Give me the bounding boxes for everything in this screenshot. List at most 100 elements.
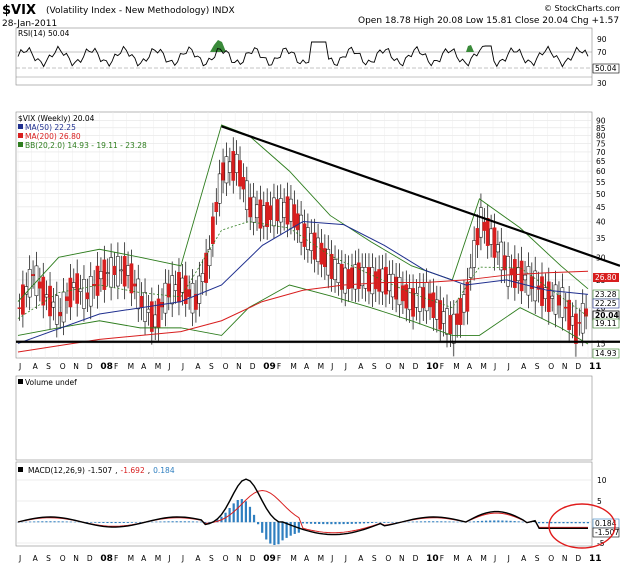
macd-hist-bar	[240, 499, 243, 523]
candle-body	[295, 213, 300, 231]
macd-hist-bar	[326, 522, 329, 525]
x-axis-label: A	[33, 362, 39, 371]
price-candle	[21, 270, 25, 328]
volume-panel: Volume undef	[15, 375, 593, 461]
macd-hist-bar	[436, 521, 439, 523]
price-tick-label: 80	[596, 131, 606, 140]
price-tick-label: 85	[596, 124, 606, 133]
candle-body	[214, 201, 219, 212]
candle-body	[153, 314, 158, 328]
x-axis-label: S	[46, 554, 51, 563]
macd-hist-bar	[517, 521, 520, 523]
macd-hist-bar	[570, 522, 573, 524]
macd-hist-bar	[371, 522, 374, 523]
price-x-axis: J A S O N D 08 F M A M J J A S O N D 09 F M A M J J A S O N D 10 F M A M J J…	[18, 362, 602, 372]
macd-hist-bar	[65, 521, 68, 523]
candle-body	[31, 274, 35, 276]
rsi-panel: RSI(14) 50.04 90 70 30 50.04	[15, 27, 620, 88]
candle-body	[82, 279, 86, 309]
x-axis-label: D	[250, 554, 256, 563]
macd-hist-bar	[187, 521, 190, 523]
volume-label: Volume undef	[25, 378, 77, 387]
candle-body	[424, 282, 429, 312]
macd-hist-bar	[415, 521, 418, 523]
candle-body	[428, 293, 432, 308]
price-tick-label: 60	[596, 167, 606, 176]
candle-body	[17, 307, 22, 309]
x-axis-label: A	[467, 362, 473, 371]
macd-hist-bar	[261, 522, 264, 533]
x-axis-label: J	[507, 362, 510, 371]
macd-hist-bar	[252, 514, 256, 523]
candle-body	[285, 196, 290, 225]
candle-body	[462, 294, 466, 313]
candle-body	[71, 282, 76, 288]
macd-hist-bar	[94, 522, 97, 523]
macd-hist-bar	[90, 522, 93, 523]
price-candle	[163, 269, 168, 327]
x-axis-label: M	[290, 554, 296, 563]
macd-tick-label: 5	[597, 497, 602, 506]
macd-comma: ,	[115, 466, 117, 475]
candle-body	[567, 299, 571, 330]
x-axis-label: N	[562, 554, 568, 563]
candle-body	[448, 315, 453, 335]
x-axis-label: M	[128, 362, 134, 371]
x-axis-label: S	[372, 554, 377, 563]
candle-body	[312, 232, 317, 260]
x-axis-label: N	[73, 362, 79, 371]
candle-body	[580, 303, 585, 334]
candle-body	[116, 256, 120, 287]
macd-hist-bar	[444, 521, 447, 523]
candle-body	[68, 277, 73, 308]
macd-hist-bar	[440, 521, 443, 523]
x-axis-label: D	[413, 362, 419, 371]
price-tick-label: 40	[596, 218, 606, 227]
macd-hist-bar	[428, 521, 431, 523]
candle-body	[282, 202, 286, 218]
macd-hist-bar	[566, 522, 569, 524]
macd-hist-bar	[179, 521, 182, 523]
x-axis-label: S	[209, 362, 214, 371]
symbol-name: (Volatility Index - New Methodology) IND…	[46, 6, 235, 16]
price-candle	[211, 202, 215, 257]
x-axis-label: 08	[100, 362, 113, 372]
rsi-line	[17, 41, 589, 68]
macd-hist-bar	[45, 521, 48, 523]
macd-label-prefix: MACD(12,26,9)	[28, 466, 85, 475]
candle-body	[95, 265, 100, 296]
candle-body	[404, 284, 409, 309]
candle-body	[231, 151, 236, 181]
candle-body	[119, 269, 124, 272]
x-axis-label: 10	[426, 362, 439, 372]
x-axis-label: M	[318, 554, 324, 563]
x-axis-label: N	[73, 554, 79, 563]
candle-body	[302, 223, 307, 247]
candle-body	[51, 301, 56, 308]
candle-body	[465, 281, 470, 312]
price-candle	[68, 263, 73, 321]
candle-body	[48, 285, 52, 317]
legend-ma200: MA(200) 26.80	[25, 132, 81, 141]
macd-label: MACD(12,26,9) -1.507, -1.692, 0.184	[28, 466, 175, 475]
macd-hist-bar	[159, 521, 162, 523]
candle-body	[170, 275, 175, 305]
macd-comma-2: ,	[148, 466, 150, 475]
macd-hist-bar	[269, 522, 272, 544]
x-axis-label: A	[521, 554, 527, 563]
price-tick-label: 50	[596, 190, 606, 199]
close-value: 20.04	[595, 311, 619, 320]
candle-body	[373, 271, 378, 290]
macd-hist-bar	[366, 522, 370, 524]
price-tick-label: 70	[596, 148, 606, 157]
candle-body	[584, 308, 588, 317]
candle-body	[411, 288, 415, 317]
x-axis-label: F	[440, 362, 444, 371]
macd-hist-bar	[501, 520, 504, 523]
candle-body	[482, 221, 487, 231]
macd-signal-line	[17, 489, 588, 534]
macd-hist-bar	[118, 522, 121, 524]
candle-body	[38, 281, 42, 289]
candle-body	[472, 240, 476, 268]
macd-hist-bar	[472, 521, 475, 523]
